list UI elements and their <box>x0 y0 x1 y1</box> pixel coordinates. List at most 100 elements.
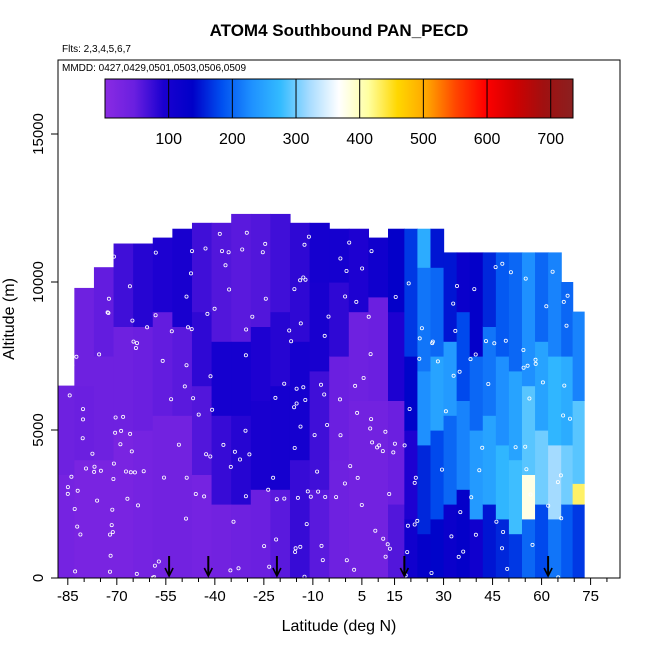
sample-point <box>377 443 382 448</box>
sample-point <box>407 406 412 411</box>
sample-point <box>359 502 364 507</box>
sample-point <box>521 347 526 352</box>
profile-arrow-head <box>543 567 553 578</box>
sample-point <box>523 444 528 449</box>
sample-point <box>555 480 560 485</box>
heatmap-cell <box>113 243 134 327</box>
sample-point <box>226 250 231 255</box>
sample-point <box>125 496 130 501</box>
heatmap-cell <box>329 459 350 578</box>
sample-point <box>105 310 110 315</box>
heatmap-cell <box>561 444 574 505</box>
sample-point <box>499 546 504 551</box>
sample-point <box>473 352 478 357</box>
sample-point <box>182 384 187 389</box>
sample-point <box>492 341 497 346</box>
sample-point <box>503 338 508 343</box>
heatmap-cell <box>113 430 134 578</box>
sample-point <box>513 445 518 450</box>
heatmap-cell <box>74 287 95 387</box>
heatmap-cell <box>348 311 369 401</box>
heatmap-cell <box>270 213 291 313</box>
heatmap-cell <box>572 400 585 484</box>
sample-point <box>292 445 297 450</box>
heatmap-cell <box>133 430 154 578</box>
sample-point <box>527 396 532 401</box>
sample-point <box>370 440 375 445</box>
sample-point <box>227 287 232 292</box>
heatmap-cell <box>430 356 445 431</box>
sample-point <box>361 375 366 380</box>
heatmap-cell <box>417 444 432 535</box>
heatmap-cell <box>572 483 585 505</box>
sample-point <box>263 241 268 246</box>
heatmap-cell <box>456 252 471 313</box>
sample-point <box>477 468 482 473</box>
sample-point <box>375 445 380 450</box>
heatmap-cell <box>329 356 350 461</box>
sample-point <box>183 516 188 521</box>
sample-point <box>244 327 249 332</box>
heatmap-cell <box>548 356 562 446</box>
sample-point <box>415 518 420 523</box>
sample-point <box>205 311 210 316</box>
heatmap-cell <box>368 400 389 578</box>
sample-point <box>106 296 111 301</box>
sample-point <box>274 537 279 542</box>
heatmap-cell <box>495 252 510 357</box>
sample-point <box>524 467 529 472</box>
sample-point <box>75 524 80 529</box>
heatmap-cell <box>113 326 134 431</box>
heatmap-cell <box>231 341 252 416</box>
sample-point <box>236 566 241 571</box>
sample-point <box>232 449 237 454</box>
sample-point <box>393 294 398 299</box>
heatmap-cell <box>482 252 497 327</box>
sample-point <box>369 249 374 254</box>
sample-point <box>302 574 307 578</box>
sample-point <box>121 414 126 419</box>
sample-point <box>565 293 570 298</box>
sample-point <box>380 449 385 454</box>
x-tick-label: -10 <box>302 588 324 605</box>
sample-point <box>523 276 528 281</box>
sample-point <box>204 452 209 457</box>
heatmap-cell <box>250 489 271 578</box>
sample-point <box>500 261 505 266</box>
heatmap-cell <box>430 518 445 578</box>
heatmap-cell <box>289 459 311 578</box>
chart-subtitle: Flts: 2,3,4,5,6,7 <box>62 44 131 55</box>
sample-point <box>334 495 339 500</box>
sample-point <box>360 266 365 271</box>
heatmap-cell <box>250 213 271 327</box>
sample-point <box>366 314 371 319</box>
sample-point <box>347 240 352 245</box>
sample-point <box>196 412 201 417</box>
sample-point <box>78 532 83 537</box>
sample-point <box>110 507 115 512</box>
y-axis-label: Altitude (m) <box>1 278 18 360</box>
sample-point <box>456 554 461 559</box>
sample-point <box>188 271 193 276</box>
heatmap-cell <box>191 311 213 387</box>
heatmap-cell <box>191 385 213 475</box>
heatmap-cell <box>548 518 562 578</box>
heatmap-cell <box>191 474 213 578</box>
x-tick-label: 75 <box>582 588 599 605</box>
sample-point <box>556 575 561 578</box>
sample-point <box>176 442 181 447</box>
sample-point <box>113 430 118 435</box>
x-tick-label: 60 <box>533 588 550 605</box>
heatmap-cell <box>469 252 484 357</box>
sample-point <box>405 550 410 555</box>
x-tick-label: 5 <box>358 588 366 605</box>
sample-points <box>65 230 573 578</box>
sample-point <box>561 299 566 304</box>
heatmap-cell <box>404 228 419 357</box>
sample-point <box>263 296 268 301</box>
heatmap-cell <box>250 326 271 401</box>
sample-point <box>406 281 411 286</box>
sample-point <box>368 426 373 431</box>
heatmap-cell <box>548 444 562 520</box>
colorbar-tick-label: 400 <box>346 131 373 148</box>
